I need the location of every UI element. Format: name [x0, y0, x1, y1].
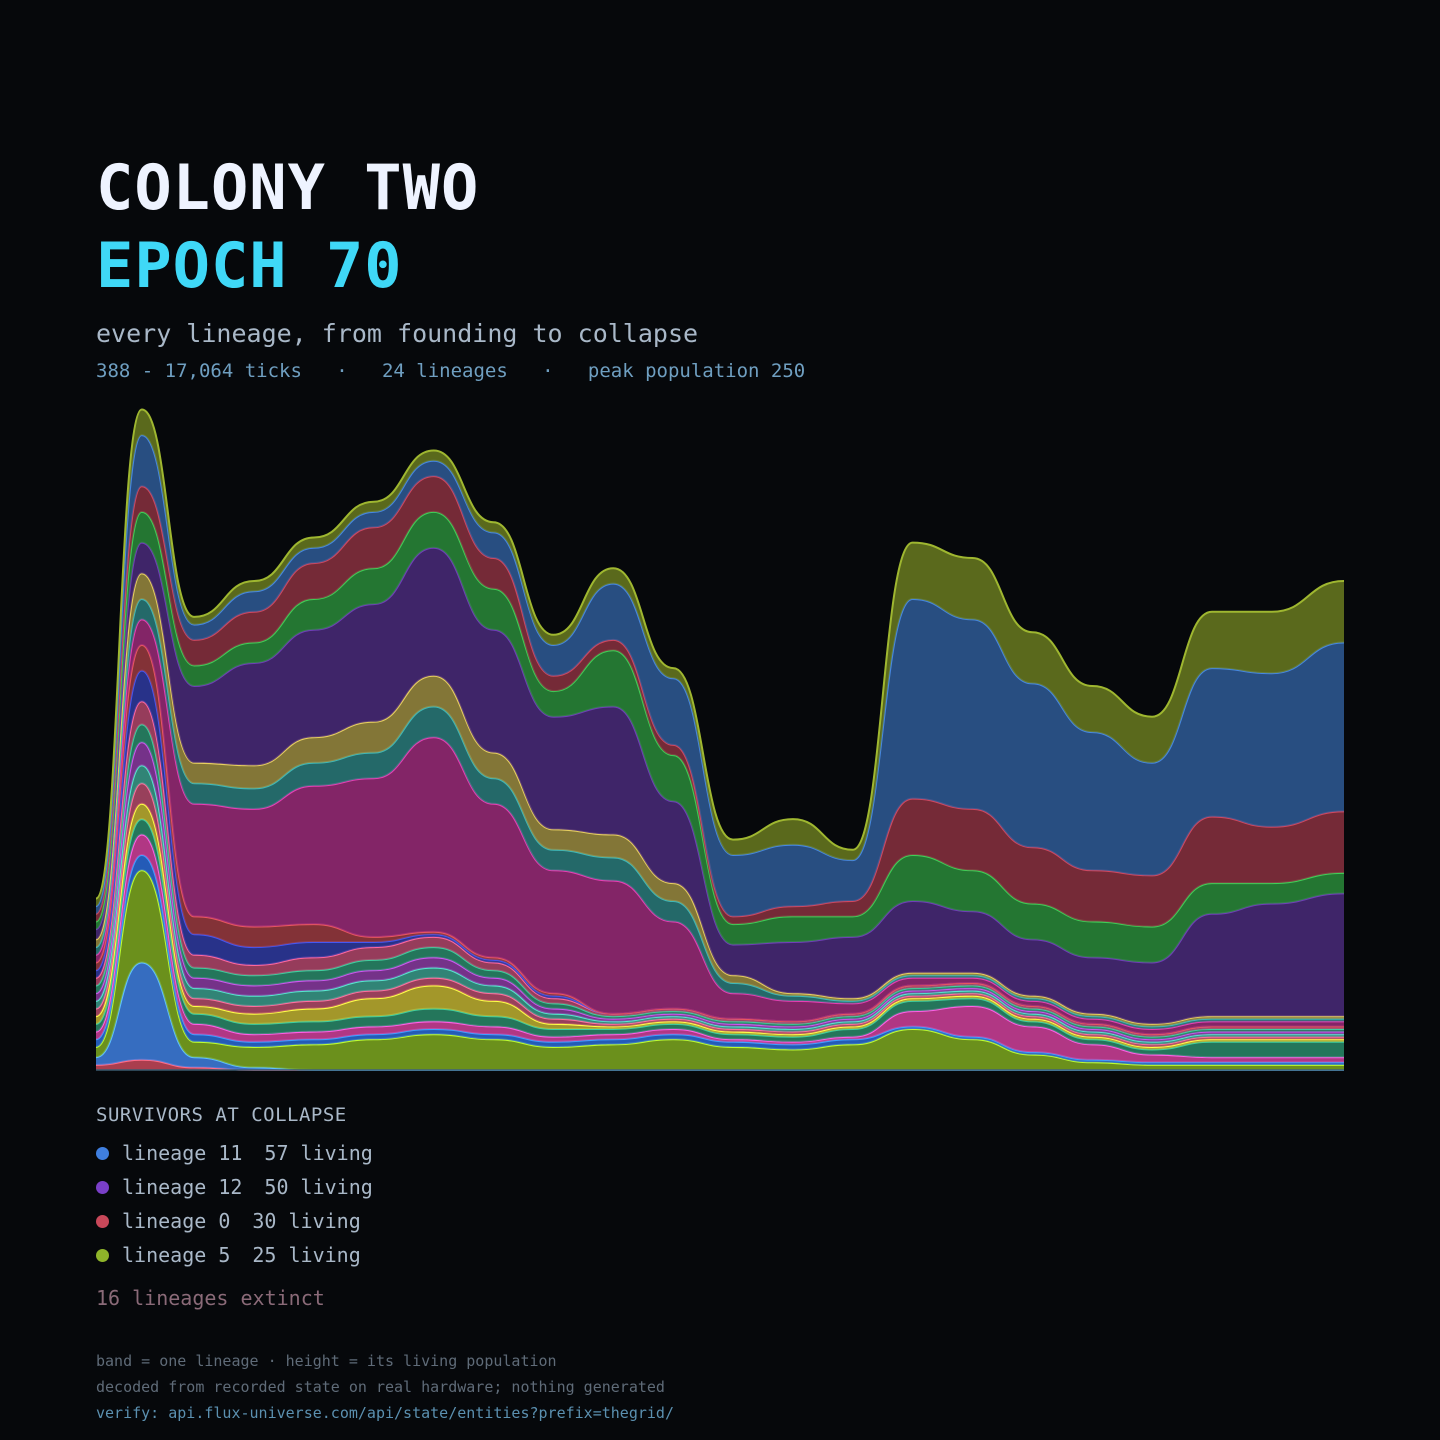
legend-title: SURVIVORS AT COLLAPSE	[96, 1104, 347, 1126]
legend-item-lineage-12: lineage 12 50 living	[96, 1172, 373, 1202]
legend-count: 30 living	[252, 1209, 361, 1233]
legend-count: 57 living	[264, 1141, 373, 1165]
legend-dot-icon	[96, 1248, 109, 1262]
legend-name: lineage 12	[122, 1175, 243, 1199]
band-edge-7	[95, 782, 1344, 1046]
band-lineage-12	[96, 542, 1344, 1024]
chart-title: COLONY TWO	[96, 151, 480, 224]
legend-dot-icon	[96, 1180, 109, 1194]
band-lineage-14	[96, 619, 1344, 1035]
band-edge-3	[95, 853, 1344, 1064]
band-lineage-13	[96, 645, 1344, 1035]
band-edge-4	[95, 833, 1344, 1059]
legend-dot-icon	[96, 1214, 109, 1228]
legend-count: 25 living	[252, 1243, 361, 1267]
legend-dot-icon	[96, 1146, 109, 1160]
band-lineage-19	[96, 476, 1344, 927]
chart-subtitle: every lineage, from founding to collapse	[96, 319, 699, 348]
band-edge-21	[95, 408, 1345, 900]
legend-item-lineage-11: lineage 11 57 living	[96, 1138, 373, 1168]
extinct-count: 16 lineages extinct	[96, 1286, 325, 1310]
legend-item-lineage-0: lineage 0 30 living	[96, 1206, 361, 1236]
band-lineage-8	[96, 765, 1344, 1045]
legend-name: lineage 11	[122, 1141, 243, 1165]
band-lineage-11	[96, 435, 1344, 917]
legend-item-lineage-5: lineage 5 25 living	[96, 1240, 361, 1270]
epoch-title: EPOCH 70	[96, 229, 403, 302]
band-lineage-2	[96, 870, 1344, 1070]
chart-stats: 388 - 17,064 ticks · 24 lineages · peak …	[96, 360, 806, 382]
band-lineage-9	[96, 742, 1344, 1042]
footer-note-band: band = one lineage · height = its living…	[96, 1352, 557, 1370]
footer-verify-link[interactable]: verify: api.flux-universe.com/api/state/…	[96, 1404, 674, 1422]
legend-count: 50 living	[264, 1175, 373, 1199]
band-edge-6	[95, 802, 1344, 1049]
streamgraph-chart	[95, 408, 1345, 1071]
bands-group	[95, 408, 1345, 1071]
footer-note-source: decoded from recorded state on real hard…	[96, 1378, 665, 1396]
legend-name: lineage 5	[122, 1243, 231, 1267]
legend-name: lineage 0	[122, 1209, 231, 1233]
band-edge-8	[95, 764, 1344, 1043]
band-lineage-10	[96, 724, 1344, 1040]
